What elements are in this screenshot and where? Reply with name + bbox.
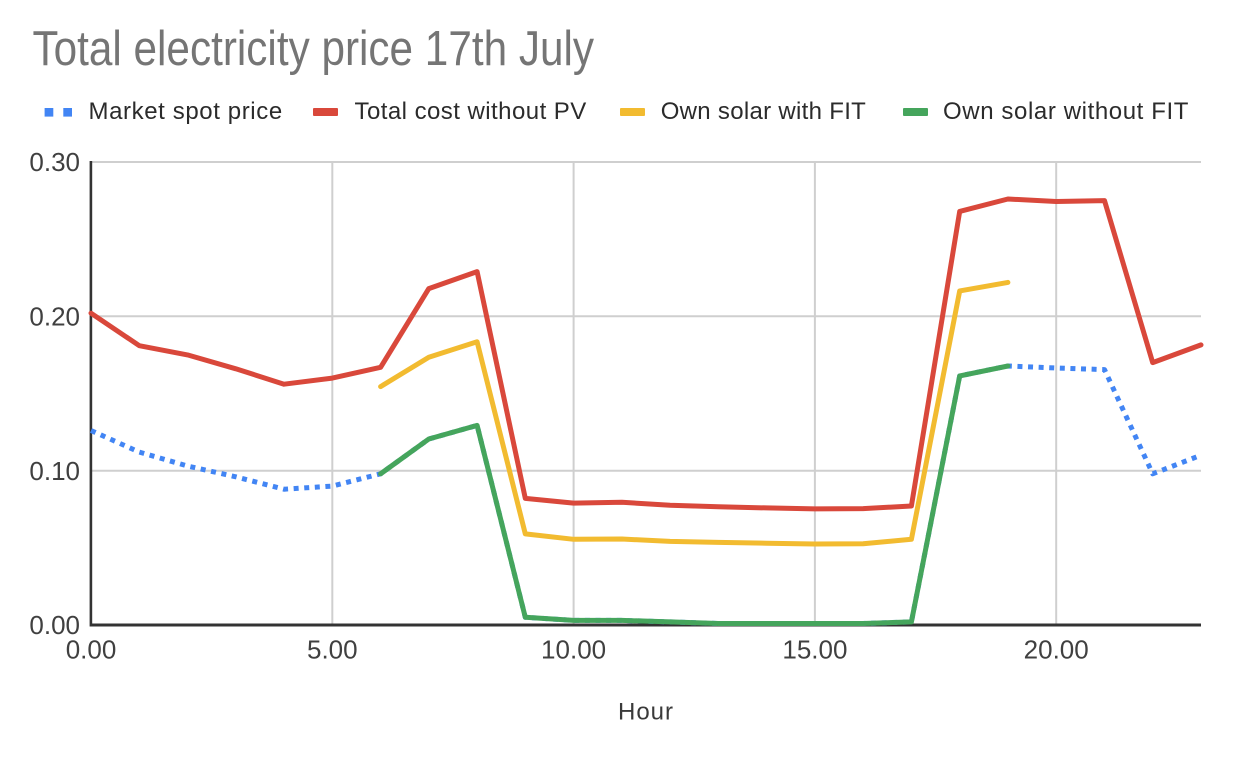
svg-text:0.10: 0.10 xyxy=(29,456,80,486)
svg-text:0.20: 0.20 xyxy=(29,302,80,332)
svg-text:Total cost without PV: Total cost without PV xyxy=(355,98,587,125)
svg-text:20.00: 20.00 xyxy=(1024,635,1089,665)
svg-text:Own solar with FIT: Own solar with FIT xyxy=(661,98,866,125)
svg-text:Hour: Hour xyxy=(618,699,674,726)
svg-text:0.00: 0.00 xyxy=(29,610,80,640)
svg-text:15.00: 15.00 xyxy=(782,635,847,665)
svg-text:Market spot price: Market spot price xyxy=(89,98,283,125)
svg-text:5.00: 5.00 xyxy=(307,635,358,665)
svg-text:Total electricity price 17th J: Total electricity price 17th July xyxy=(33,21,595,76)
svg-text:0.30: 0.30 xyxy=(29,147,80,177)
svg-text:10.00: 10.00 xyxy=(541,635,606,665)
svg-text:Own solar without FIT: Own solar without FIT xyxy=(943,98,1189,125)
svg-text:0.00: 0.00 xyxy=(66,635,117,665)
